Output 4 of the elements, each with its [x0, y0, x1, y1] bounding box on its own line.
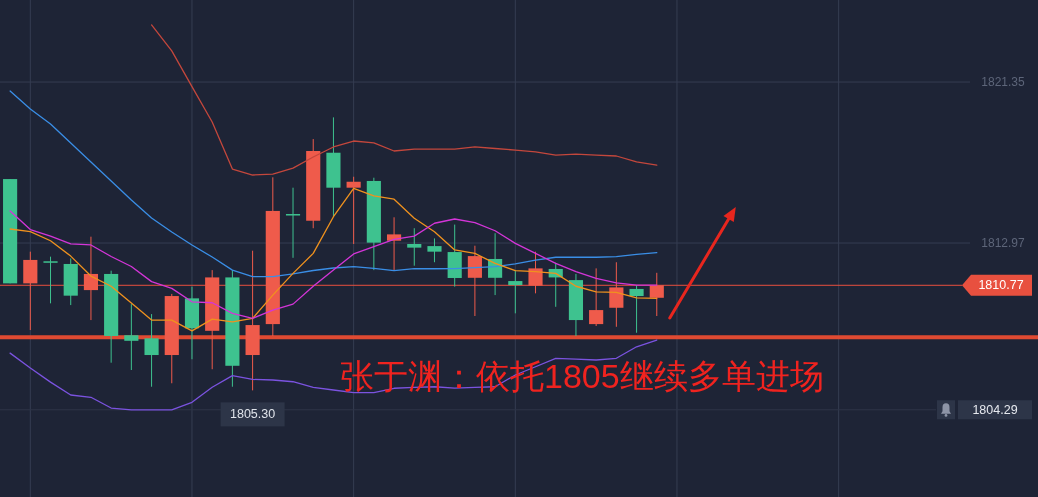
- ytick-label: 1812.97: [981, 236, 1025, 250]
- annotation: 1805.30: [230, 407, 276, 422]
- ytick-label: 1821.35: [981, 75, 1025, 90]
- annotation: 张于渊：依托1805继续多单进场: [340, 357, 824, 395]
